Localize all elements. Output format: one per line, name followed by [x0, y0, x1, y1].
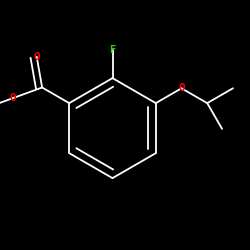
Text: O: O — [178, 83, 185, 93]
Text: O: O — [10, 93, 16, 103]
Text: F: F — [110, 45, 116, 55]
Text: O: O — [33, 52, 40, 62]
